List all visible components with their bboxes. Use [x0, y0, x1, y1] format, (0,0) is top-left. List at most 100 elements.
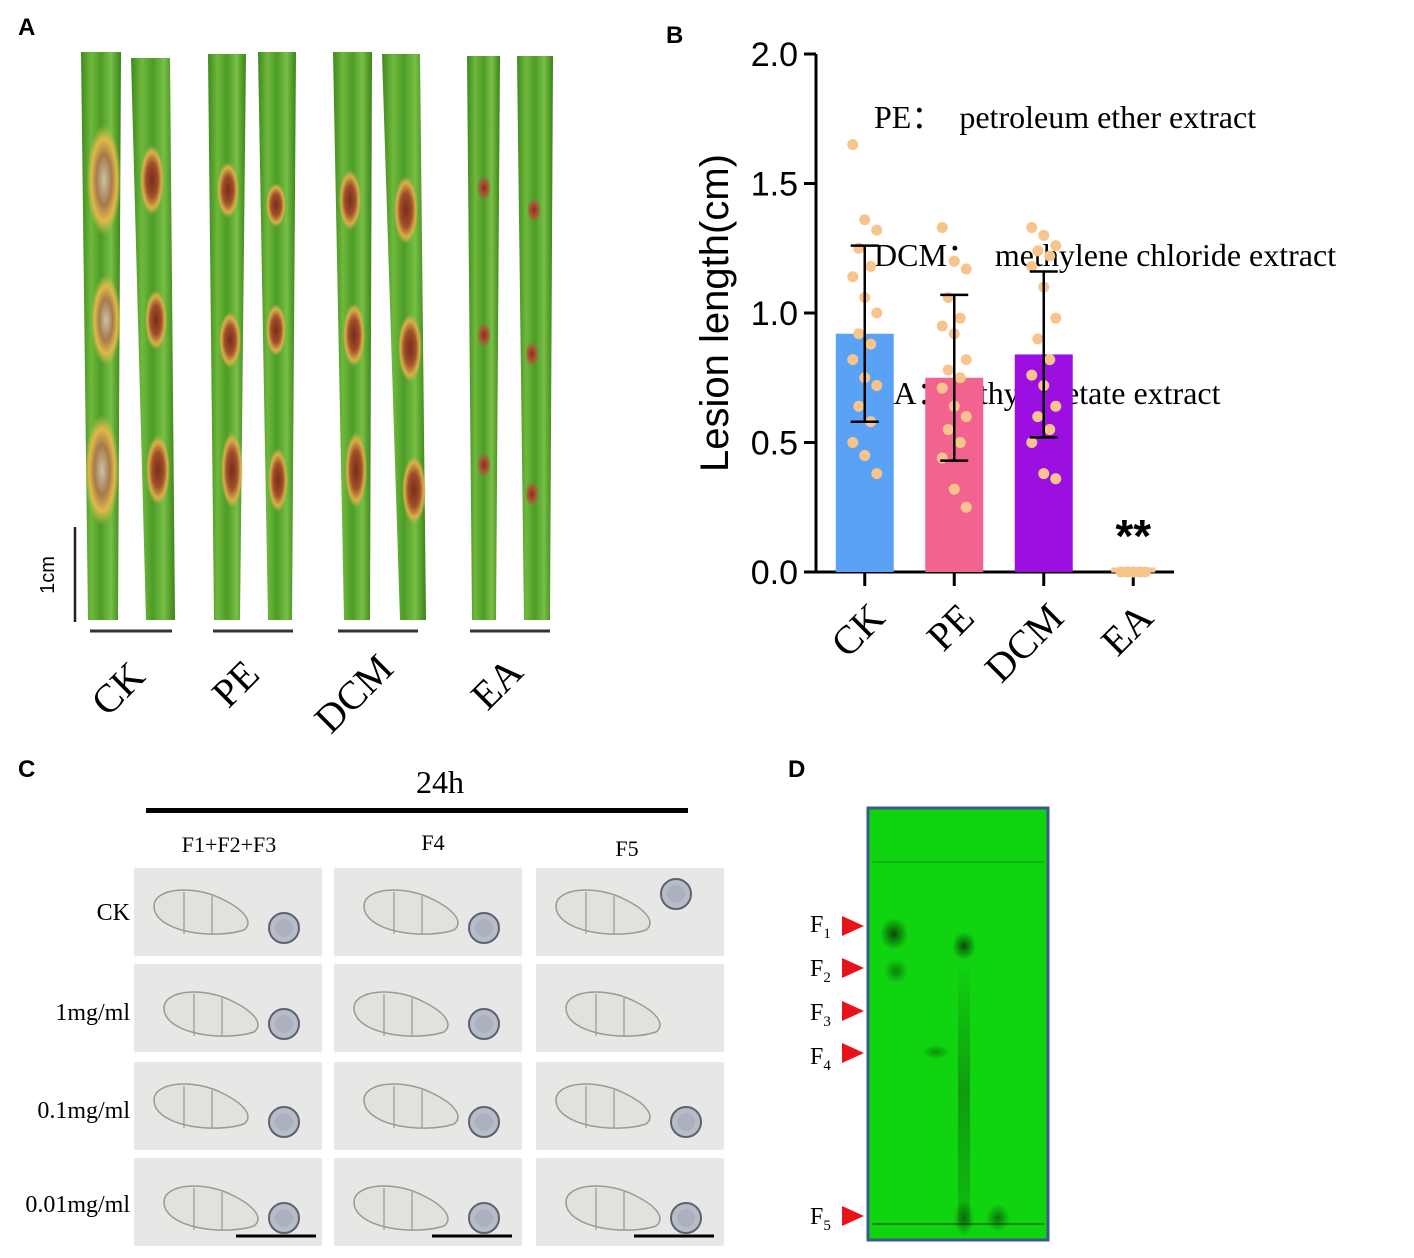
panel-b-letter: B [666, 22, 684, 49]
fraction-arrow-f2 [842, 958, 864, 978]
data-point [1044, 354, 1056, 366]
panel-c-letter: C [18, 756, 36, 783]
conidium [153, 889, 249, 935]
data-point [960, 501, 972, 513]
lesion-spot [140, 145, 164, 215]
conidium [363, 1083, 459, 1129]
data-point [853, 242, 865, 254]
lesion-spot [87, 125, 121, 235]
lesion-spot [217, 162, 239, 218]
data-point [942, 364, 954, 376]
lesion-spot [525, 342, 539, 366]
conidium [153, 1083, 249, 1129]
panel-a-letter: A [18, 14, 36, 41]
lesion-spot [266, 183, 286, 227]
y-axis-label: Lesion length(cm) [693, 154, 737, 472]
fraction-label-f1: F1 [810, 912, 831, 942]
y-tick-label: 2.0 [751, 36, 798, 74]
conidium [353, 991, 449, 1037]
data-point [1026, 437, 1038, 448]
lesion-spot [394, 176, 418, 244]
time-bar [146, 808, 688, 813]
conidium [163, 1185, 259, 1231]
y-tick-label: 0.5 [751, 425, 798, 463]
data-point [960, 354, 972, 366]
data-point [1032, 333, 1044, 345]
y-tick-label: 0.0 [751, 554, 798, 592]
data-point [1050, 400, 1062, 412]
data-point [853, 328, 865, 340]
lesion-spot [91, 275, 121, 365]
data-point [948, 255, 960, 267]
conidium [555, 889, 651, 935]
row-label-01mg: 0.1mg/ml [37, 1098, 130, 1124]
data-point [871, 224, 883, 236]
data-point [865, 338, 877, 350]
data-point [1050, 240, 1062, 252]
data-point [936, 320, 948, 332]
lesion-spot [221, 432, 243, 508]
data-point [1032, 245, 1044, 257]
spore-core [275, 919, 293, 937]
legend-line-pe: PE： petroleum ether extract [874, 99, 1257, 135]
y-tick-label: 1.5 [751, 166, 798, 204]
legend-line-dcm: DCM： methylene chloride extract [874, 237, 1337, 273]
data-point [1026, 369, 1038, 381]
conidium [565, 1185, 661, 1231]
data-point [1038, 229, 1050, 241]
lesion-spot [145, 290, 167, 350]
scale-label: 1cm [37, 556, 59, 594]
fraction-label-f3: F3 [810, 1000, 831, 1030]
spore-core [475, 1209, 493, 1227]
data-point [853, 400, 865, 412]
spore-core [677, 1209, 695, 1227]
lesion-spot [525, 482, 539, 506]
panel-d-letter: D [788, 756, 806, 783]
data-point [847, 354, 859, 366]
conidium [565, 991, 661, 1037]
fraction-arrow-f5 [842, 1206, 864, 1226]
lesion-spot [477, 323, 491, 347]
tlc-plate [866, 806, 1050, 1242]
micrograph-grid [134, 868, 724, 1246]
data-point [1038, 468, 1050, 480]
x-tick-label: CK [822, 594, 893, 665]
time-label: 24h [416, 764, 464, 800]
data-point [1026, 260, 1038, 272]
data-point [865, 260, 877, 272]
lesion-spot [343, 303, 365, 367]
data-point [1032, 411, 1044, 423]
fraction-label-f2: F2 [810, 956, 831, 986]
leaf-photo [73, 52, 553, 633]
significance-marker: ** [1115, 510, 1151, 562]
data-point [954, 312, 966, 324]
data-point [960, 411, 972, 423]
fraction-arrow-f4 [842, 1043, 864, 1063]
column-label-f4: F4 [421, 830, 445, 855]
lesion-spot [266, 304, 286, 356]
data-point [859, 214, 871, 226]
fraction-arrow-f1 [842, 916, 864, 936]
data-point [942, 424, 954, 436]
data-point [859, 449, 871, 461]
lesion-spot [527, 198, 541, 222]
spore-core [475, 919, 493, 937]
leaf-ea-2 [517, 56, 553, 620]
data-point [936, 222, 948, 234]
data-point [936, 452, 948, 464]
spore-core [275, 1113, 293, 1131]
lesion-spot [339, 170, 361, 230]
x-tick-label: DCM [976, 595, 1072, 691]
conidium [363, 889, 459, 935]
data-point [1050, 312, 1062, 324]
spore-core [475, 1113, 493, 1131]
lesion-spot [345, 432, 367, 508]
data-point [948, 483, 960, 495]
lesion-spot [402, 456, 426, 524]
lesion-spot [398, 314, 422, 382]
conidium [555, 1083, 651, 1129]
x-tick-label: EA [1092, 594, 1162, 664]
fraction-label-f4: F4 [810, 1044, 831, 1074]
conidium [163, 991, 259, 1037]
